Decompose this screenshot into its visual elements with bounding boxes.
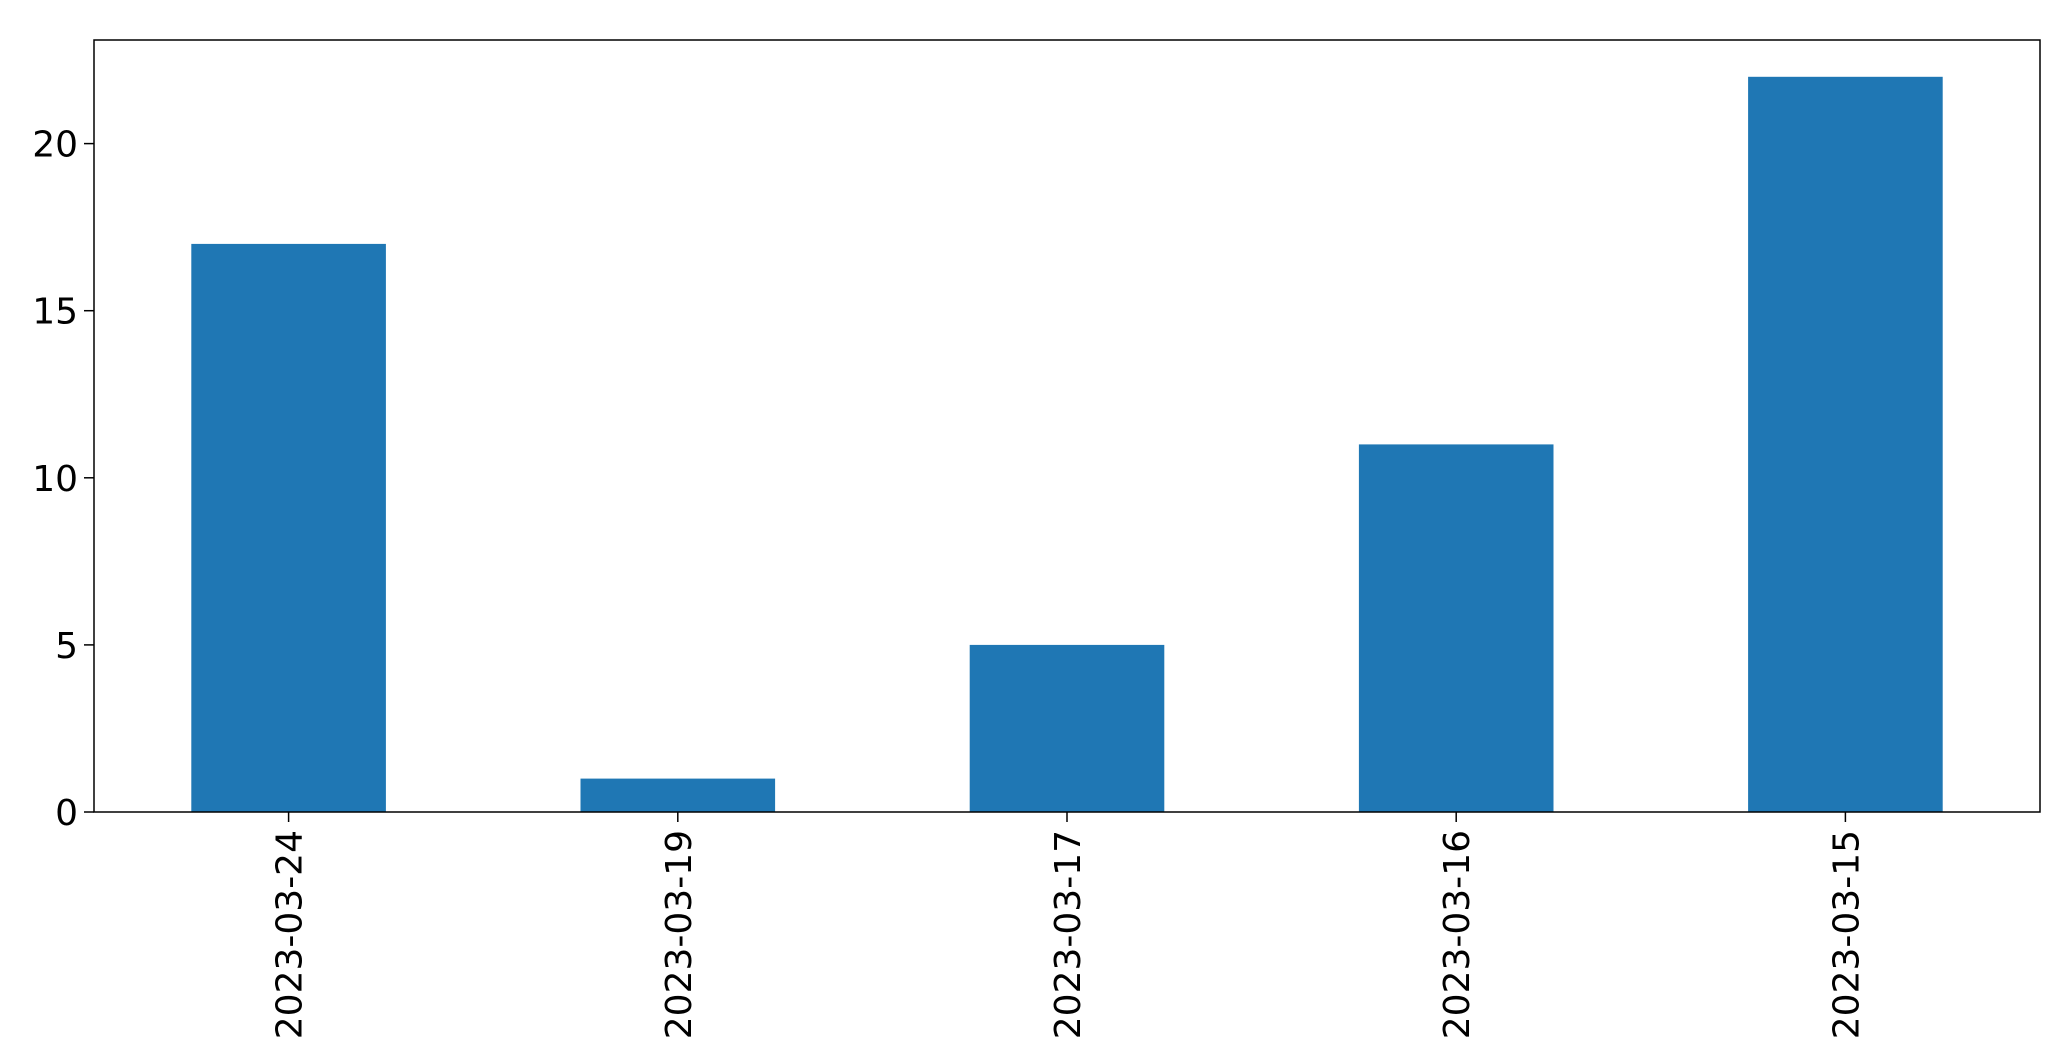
bar-2023-03-15 bbox=[1748, 76, 1943, 813]
y-tick-label: 0 bbox=[55, 793, 78, 834]
y-tick-label: 5 bbox=[55, 626, 78, 667]
y-tick-label: 10 bbox=[32, 459, 78, 500]
x-axis: 2023-03-24 2023-03-19 2023-03-17 2023-03-16… bbox=[270, 812, 1867, 1039]
y-axis: 0 5 10 15 20 bbox=[32, 125, 94, 834]
y-tick-label: 20 bbox=[32, 125, 78, 166]
bar-2023-03-24 bbox=[191, 243, 386, 812]
bar-2023-03-17 bbox=[969, 644, 1165, 812]
x-tick-label: 2023-03-17 bbox=[1048, 830, 1089, 1039]
bars-group bbox=[191, 76, 1943, 813]
x-tick-label: 2023-03-24 bbox=[270, 830, 311, 1039]
y-tick-label: 15 bbox=[32, 292, 78, 333]
x-tick-label: 2023-03-15 bbox=[1826, 830, 1867, 1039]
plot-frame bbox=[93, 39, 2041, 813]
x-tick-label: 2023-03-16 bbox=[1437, 830, 1478, 1039]
bar-2023-03-19 bbox=[580, 778, 776, 812]
bar-2023-03-16 bbox=[1358, 444, 1554, 812]
x-tick-label: 2023-03-19 bbox=[659, 830, 700, 1039]
